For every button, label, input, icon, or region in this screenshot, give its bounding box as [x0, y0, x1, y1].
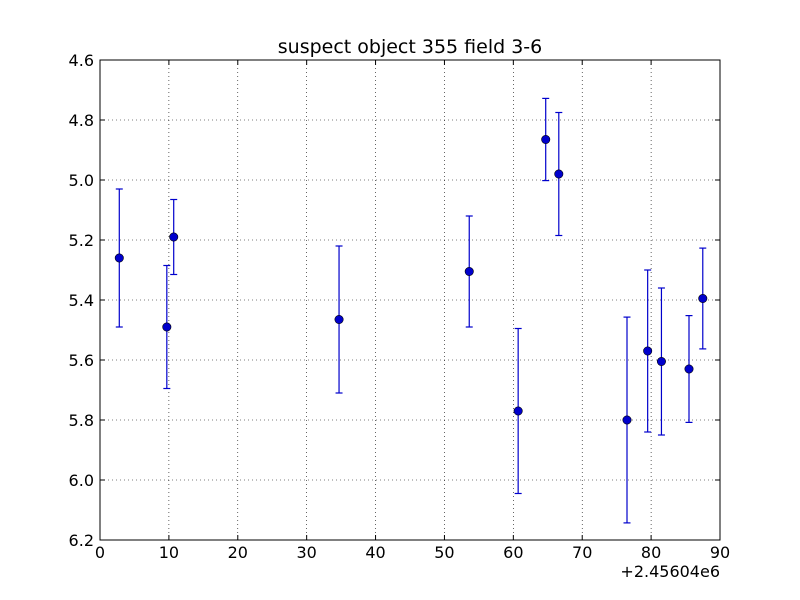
x-tick-label: 70	[572, 543, 592, 562]
data-point	[334, 314, 344, 324]
data-point	[114, 253, 124, 263]
data-point	[464, 266, 474, 276]
y-tick-label: 4.8	[69, 111, 94, 130]
data-point	[684, 364, 694, 374]
x-tick-label: 50	[434, 543, 454, 562]
data-point	[554, 169, 564, 179]
x-tick-label: 0	[95, 543, 105, 562]
y-tick-label: 6.0	[69, 471, 94, 490]
y-tick-label: 5.4	[69, 291, 94, 310]
x-tick-label: 80	[641, 543, 661, 562]
data-point	[656, 356, 666, 366]
x-tick-label: 20	[228, 543, 248, 562]
x-offset-label: +2.45604e6	[620, 562, 720, 581]
chart-title: suspect object 355 field 3-6	[278, 36, 543, 58]
x-tick-label: 10	[159, 543, 179, 562]
y-tick-label: 6.2	[69, 531, 94, 550]
y-tick-label: 5.0	[69, 171, 94, 190]
x-axis: 0 10 20 30 40 50 60 70 80 90	[95, 60, 730, 562]
data-point	[513, 406, 523, 416]
x-tick-label: 40	[365, 543, 385, 562]
data-point	[169, 232, 179, 242]
y-tick-label: 5.2	[69, 231, 94, 250]
x-tick-label: 60	[503, 543, 523, 562]
data-points	[114, 135, 708, 425]
data-point	[162, 322, 172, 332]
data-point	[541, 135, 551, 145]
x-tick-label: 90	[710, 543, 730, 562]
y-axis: 4.6 4.8 5.0 5.2 5.4 5.6 5.8 6.0 6.2	[69, 51, 720, 550]
y-tick-label: 4.6	[69, 51, 94, 70]
data-point	[622, 415, 632, 425]
y-tick-label: 5.8	[69, 411, 94, 430]
x-tick-label: 30	[296, 543, 316, 562]
data-point	[643, 346, 653, 356]
data-point	[698, 293, 708, 303]
y-tick-label: 5.6	[69, 351, 94, 370]
